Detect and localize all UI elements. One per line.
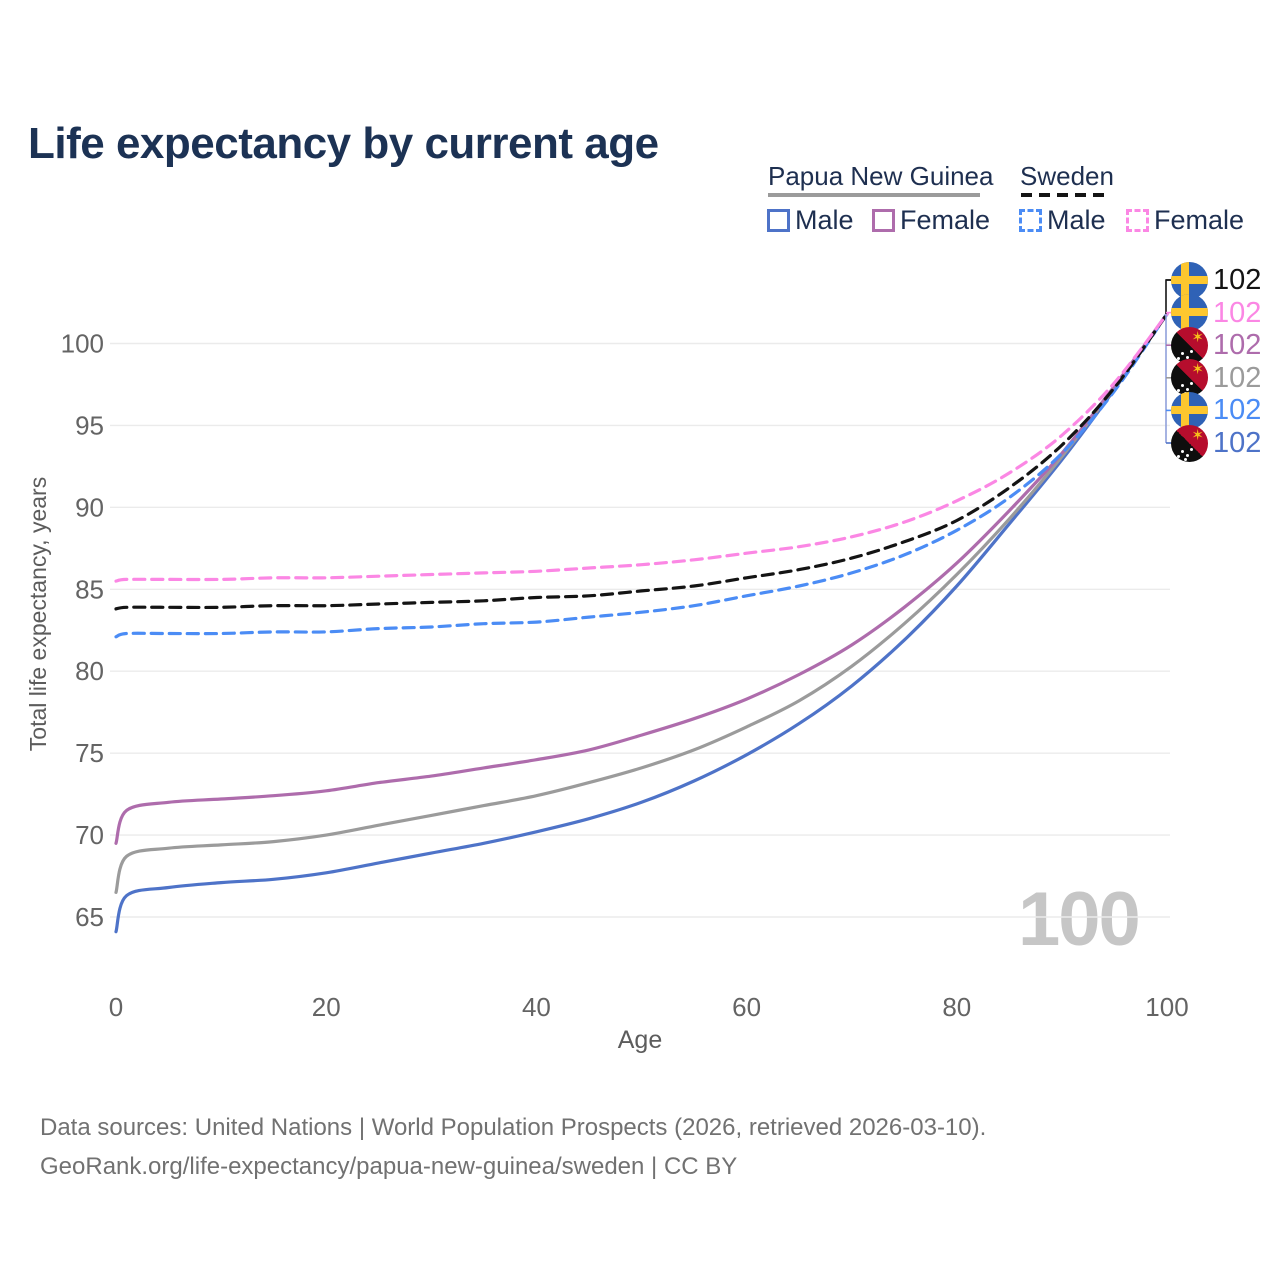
x-axis-title: Age: [618, 1026, 662, 1054]
legend-item-png-male[interactable]: Male: [767, 205, 854, 236]
y-tick-label: 95: [75, 410, 104, 440]
age-frame-watermark: 100: [1018, 877, 1141, 962]
legend-item-label: Male: [1047, 205, 1106, 235]
legend-item-label: Female: [900, 205, 991, 235]
sweden-female-swatch-icon: [1126, 209, 1149, 232]
legend-item-sweden-male[interactable]: Male: [1019, 205, 1106, 236]
png-male-swatch-icon: [767, 209, 790, 232]
series-line-png_male: [114, 312, 1169, 934]
legend-line-sample-png-both: [768, 193, 980, 197]
papua-new-guinea-flag-icon: [1171, 359, 1208, 397]
series-line-png_both: [114, 312, 1169, 894]
y-tick-label: 65: [75, 902, 104, 932]
png-female-swatch-icon: [872, 209, 895, 232]
y-tick-label: 90: [75, 492, 104, 522]
x-tick-label: 40: [522, 992, 551, 1022]
legend-group-sweden[interactable]: Sweden: [1020, 161, 1114, 191]
series-line-swe_both: [114, 312, 1169, 611]
end-value-swe_male: 102: [1213, 394, 1262, 427]
data-sources-line: Data sources: United Nations | World Pop…: [40, 1114, 987, 1141]
y-tick-label: 100: [61, 328, 104, 358]
sweden-flag-icon: [1171, 294, 1208, 332]
end-value-png_male: 102: [1213, 427, 1262, 459]
papua-new-guinea-flag-icon: [1171, 326, 1208, 364]
series-line-swe_female: [114, 312, 1169, 583]
y-axis-title: Total life expectancy, years: [25, 477, 51, 751]
sweden-male-swatch-icon: [1019, 209, 1042, 232]
attribution-line: GeoRank.org/life-expectancy/papua-new-gu…: [40, 1153, 738, 1180]
x-tick-label: 100: [1145, 992, 1188, 1022]
series-line-swe_male: [114, 312, 1169, 639]
legend-item-sweden-female[interactable]: Female: [1126, 205, 1244, 236]
x-tick-label: 80: [942, 992, 971, 1022]
page-title: Life expectancy by current age: [28, 119, 659, 169]
y-tick-label: 70: [75, 820, 104, 850]
legend-group-papua-new-guinea[interactable]: Papua New Guinea: [768, 161, 994, 191]
end-value-swe_female: 102: [1213, 296, 1262, 329]
legend-item-label: Female: [1154, 205, 1245, 235]
x-tick-label: 20: [312, 992, 341, 1022]
y-tick-label: 80: [75, 656, 104, 686]
series-line-png_female: [114, 312, 1169, 845]
legend-item-png-female[interactable]: Female: [872, 205, 990, 236]
footer: Data sources: United Nations | World Pop…: [40, 1108, 986, 1186]
legend-line-sample-swe-both: [1021, 193, 1111, 197]
y-tick-label: 75: [75, 738, 104, 768]
x-tick-label: 60: [732, 992, 761, 1022]
end-value-png_female: 102: [1213, 329, 1262, 362]
x-tick-label: 0: [109, 992, 123, 1022]
end-value-swe_both: 102: [1213, 264, 1262, 296]
legend-item-label: Male: [795, 205, 854, 235]
papua-new-guinea-flag-icon: [1171, 424, 1208, 462]
sweden-flag-icon: [1171, 391, 1208, 429]
y-tick-label: 85: [75, 574, 104, 604]
sweden-flag-icon: [1171, 261, 1208, 299]
end-value-png_both: 102: [1213, 361, 1262, 394]
